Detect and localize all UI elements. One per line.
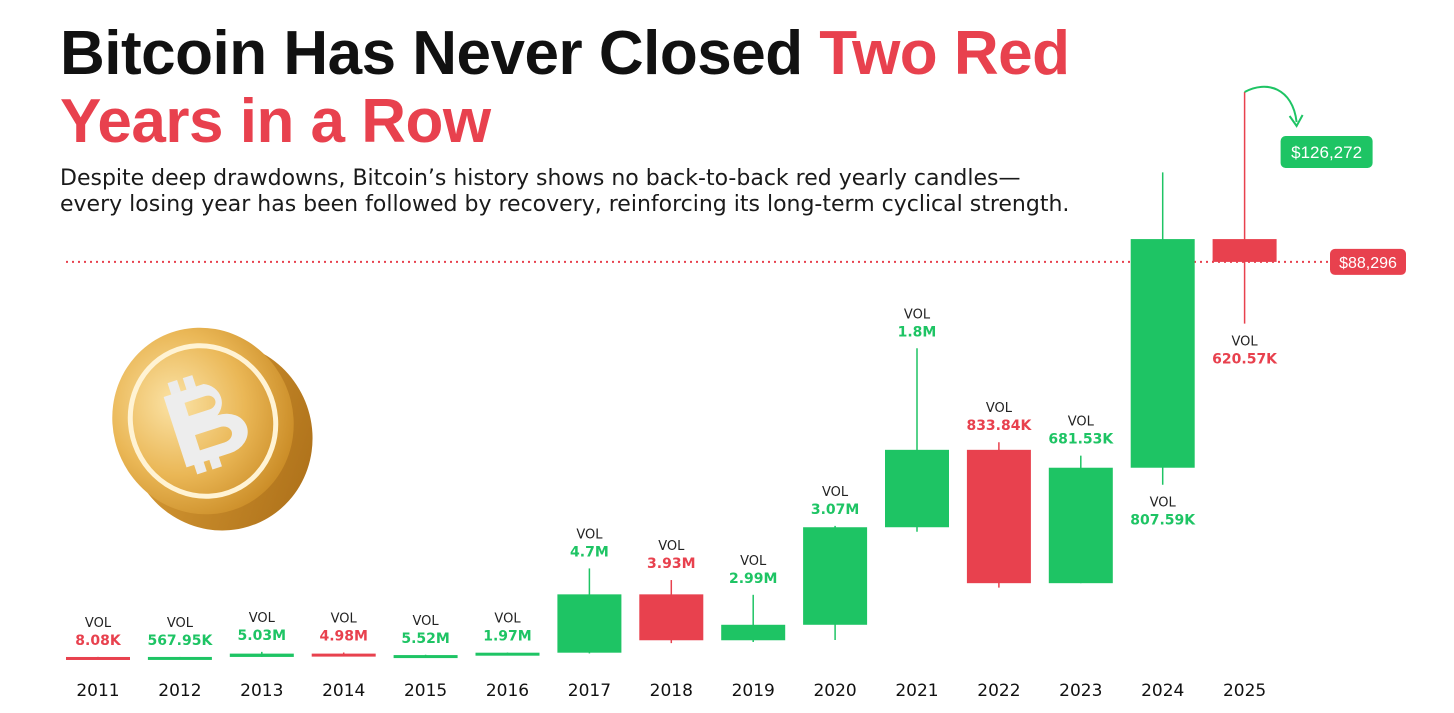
vol-value-2011: 8.08K <box>75 633 122 649</box>
vol-value-2022: 833.84K <box>966 418 1032 434</box>
vol-label-2018: VOL <box>658 539 685 554</box>
vol-label-2012: VOL <box>167 616 194 631</box>
coin-rim <box>127 343 279 499</box>
candle-body-2011 <box>66 656 130 660</box>
reference-price-badge <box>1330 248 1406 275</box>
vol-value-2025: 620.57K <box>1212 352 1278 368</box>
candle-body-2025 <box>1212 239 1277 262</box>
vol-label-2023: VOL <box>1068 415 1095 430</box>
vol-label-2024: VOL <box>1150 496 1177 511</box>
vol-value-2018: 3.93M <box>647 556 695 572</box>
high-arrow <box>1244 85 1298 123</box>
vol-value-2019: 2.99M <box>729 571 777 587</box>
year-label-2020: 2020 <box>813 681 856 701</box>
vol-value-2017: 4.7M <box>570 544 609 560</box>
high-callout-badge <box>1280 136 1373 168</box>
vol-label-2021: VOL <box>904 307 931 322</box>
candle-body-2022 <box>966 449 1031 584</box>
vol-value-2015: 5.52M <box>401 631 449 647</box>
vol-value-2024: 807.59K <box>1130 513 1196 529</box>
vol-label-2019: VOL <box>740 554 767 569</box>
year-label-2021: 2021 <box>895 681 938 701</box>
candle-body-2019 <box>721 624 786 641</box>
year-label-2023: 2023 <box>1059 681 1102 701</box>
year-label-2013: 2013 <box>240 681 283 701</box>
year-label-2016: 2016 <box>486 681 529 701</box>
vol-value-2020: 3.07M <box>811 502 859 518</box>
year-label-2019: 2019 <box>732 681 775 701</box>
vol-label-2011: VOL <box>85 616 112 631</box>
year-label-2018: 2018 <box>650 681 693 701</box>
candle-body-2014 <box>311 653 376 657</box>
candle-body-2016 <box>475 652 540 656</box>
vol-label-2017: VOL <box>576 527 603 542</box>
vol-label-2022: VOL <box>986 401 1013 416</box>
year-label-2011: 2011 <box>76 681 119 701</box>
chart-subtitle: Despite deep drawdowns, Bitcoin’s histor… <box>60 166 1070 217</box>
title-accent: Two Red Years in a Row <box>60 19 1070 156</box>
vol-value-2013: 5.03M <box>238 628 286 644</box>
candle-body-2021 <box>885 449 949 528</box>
year-label-2014: 2014 <box>322 681 365 701</box>
year-label-2012: 2012 <box>158 681 201 701</box>
bitcoin-symbol-icon <box>163 375 248 475</box>
vol-value-2012: 567.95K <box>147 633 213 649</box>
high-arrow-head-icon <box>1288 114 1304 128</box>
chart-title: Bitcoin Has Never Closed Two Red Years i… <box>60 20 1180 156</box>
vol-value-2014: 4.98M <box>319 629 367 645</box>
candle-body-2023 <box>1048 467 1113 584</box>
vol-label-2015: VOL <box>413 614 440 629</box>
bitcoin-coin-icon <box>112 327 313 531</box>
year-label-2024: 2024 <box>1141 681 1184 701</box>
high-callout-label: $126,272 <box>1291 143 1362 162</box>
candle-body-2017 <box>557 594 622 653</box>
candle-body-2020 <box>803 527 868 625</box>
reference-price-label: $88,296 <box>1339 255 1397 272</box>
year-label-2015: 2015 <box>404 681 447 701</box>
vol-value-2021: 1.8M <box>898 324 937 340</box>
candle-body-2012 <box>147 656 212 660</box>
year-label-2022: 2022 <box>977 681 1020 701</box>
vol-label-2020: VOL <box>822 485 849 500</box>
title-main: Bitcoin Has Never Closed <box>60 19 820 88</box>
vol-label-2025: VOL <box>1232 335 1259 350</box>
year-label-2025: 2025 <box>1223 681 1266 701</box>
vol-value-2016: 1.97M <box>483 629 531 645</box>
vol-value-2023: 681.53K <box>1048 432 1114 448</box>
vol-label-2016: VOL <box>494 612 521 627</box>
vol-label-2013: VOL <box>249 611 276 626</box>
candle-body-2024 <box>1130 239 1195 468</box>
vol-label-2014: VOL <box>331 612 358 627</box>
candle-body-2018 <box>639 594 704 641</box>
year-label-2017: 2017 <box>568 681 611 701</box>
candle-body-2013 <box>229 653 294 657</box>
candle-body-2015 <box>393 655 458 659</box>
